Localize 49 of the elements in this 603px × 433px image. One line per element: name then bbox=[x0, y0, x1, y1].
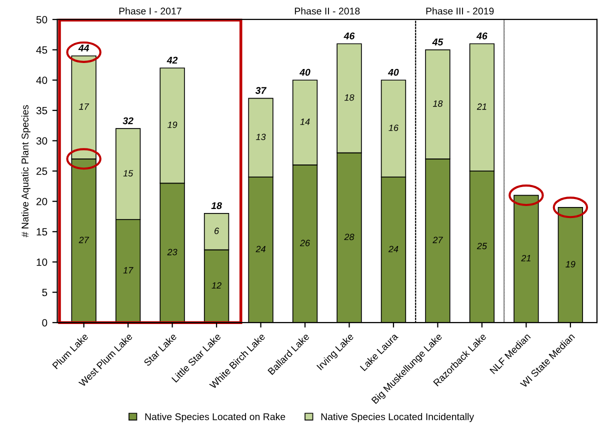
data-label: 21 bbox=[476, 103, 486, 110]
data-label: 17 bbox=[79, 104, 90, 110]
y-tick-label: 45 bbox=[36, 46, 48, 54]
y-axis-title: # Native Aquatic Plant Species bbox=[21, 105, 30, 238]
text: Phase II - 2018 bbox=[294, 7, 360, 15]
data-label: 25 bbox=[476, 242, 487, 250]
data-label: 6 bbox=[214, 228, 220, 234]
data-label: 15 bbox=[123, 170, 134, 176]
y-tick-label: 0 bbox=[42, 319, 48, 326]
y-tick-label: 5 bbox=[42, 288, 48, 296]
data-label: 14 bbox=[300, 118, 310, 125]
total-label: 44 bbox=[78, 44, 90, 52]
data-label: 19 bbox=[168, 122, 178, 128]
data-label: 27 bbox=[432, 236, 444, 244]
y-tick-label: 40 bbox=[36, 76, 48, 84]
total-label: 32 bbox=[122, 117, 134, 124]
total-label: 18 bbox=[211, 202, 222, 210]
y-tick-label: 50 bbox=[36, 16, 48, 24]
legend-label: Native Species Located Incidentally bbox=[321, 413, 474, 422]
legend-label: Native Species Located on Rake bbox=[145, 413, 286, 422]
data-label: 18 bbox=[344, 94, 354, 101]
total-label: 46 bbox=[476, 32, 488, 40]
data-label: 16 bbox=[388, 124, 399, 132]
y-tick-label: 30 bbox=[36, 137, 48, 145]
total-label: 37 bbox=[255, 87, 267, 94]
text: Phase I - 2017 bbox=[119, 7, 182, 15]
total-label: 40 bbox=[299, 68, 310, 76]
data-label: 24 bbox=[388, 246, 398, 252]
text: Phase III - 2019 bbox=[426, 7, 494, 15]
data-label: 23 bbox=[167, 248, 178, 256]
data-label: 13 bbox=[256, 134, 266, 140]
total-label: 45 bbox=[432, 38, 444, 46]
data-label: 17 bbox=[123, 267, 134, 274]
y-tick-label: 15 bbox=[36, 228, 48, 236]
data-label: 12 bbox=[212, 282, 222, 289]
data-label: 28 bbox=[344, 234, 354, 240]
data-label: 24 bbox=[256, 246, 266, 252]
y-tick-label: 35 bbox=[36, 106, 48, 114]
data-label: 18 bbox=[432, 100, 443, 107]
data-label: 21 bbox=[521, 254, 530, 262]
data-label: 26 bbox=[300, 240, 310, 246]
total-label: 40 bbox=[388, 68, 399, 76]
total-label: 42 bbox=[166, 56, 178, 64]
y-tick-label: 25 bbox=[36, 168, 48, 175]
y-tick-label: 10 bbox=[36, 258, 48, 266]
y-tick-label: 20 bbox=[36, 198, 48, 206]
total-label: 46 bbox=[344, 32, 355, 40]
data-label: 27 bbox=[78, 236, 90, 244]
data-label: 19 bbox=[566, 261, 576, 268]
